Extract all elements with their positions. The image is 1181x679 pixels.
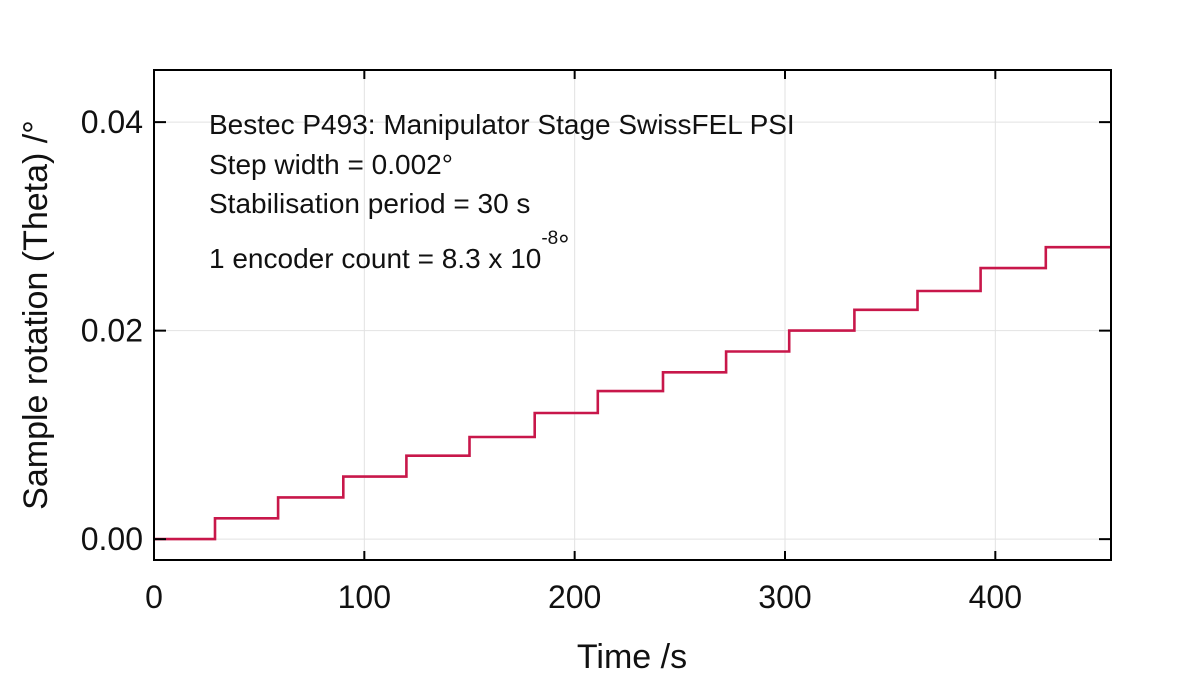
x-tick-label: 400	[969, 579, 1022, 615]
series-line	[154, 245, 1111, 541]
y-axis-label: Sample rotation (Theta) /°	[17, 120, 55, 510]
series-layer	[154, 245, 1111, 541]
grid-lines	[154, 70, 1111, 560]
ticks	[153, 70, 1111, 560]
x-axis-label: Time /s	[577, 638, 687, 676]
annotation-stabilisation: Stabilisation period = 30 s	[209, 188, 530, 219]
annotation-title: Bestec P493: Manipulator Stage SwissFEL …	[209, 109, 795, 140]
x-tick-label: 100	[338, 579, 391, 615]
annotation-encoder-count: 1 encoder count = 8.3 x 10-8°	[209, 228, 569, 274]
plot-frame	[153, 69, 1112, 561]
annotation-step-width: Step width = 0.002°	[209, 149, 453, 180]
annotation-encoder-main: 1 encoder count = 8.3 x 10	[209, 243, 541, 274]
tick-labels: 0 100 200 300 400 0.00 0.02 0.04	[81, 104, 1022, 615]
y-tick-label: 0.00	[81, 521, 143, 557]
y-tick-label: 0.02	[81, 313, 143, 349]
annotation-block: Bestec P493: Manipulator Stage SwissFEL …	[209, 109, 795, 274]
x-tick-label: 0	[145, 579, 163, 615]
annotation-encoder-exponent: -8	[541, 228, 558, 249]
x-tick-label: 300	[758, 579, 811, 615]
annotation-encoder-unit: °	[558, 229, 569, 260]
y-tick-label: 0.04	[81, 104, 143, 140]
x-tick-label: 200	[548, 579, 601, 615]
